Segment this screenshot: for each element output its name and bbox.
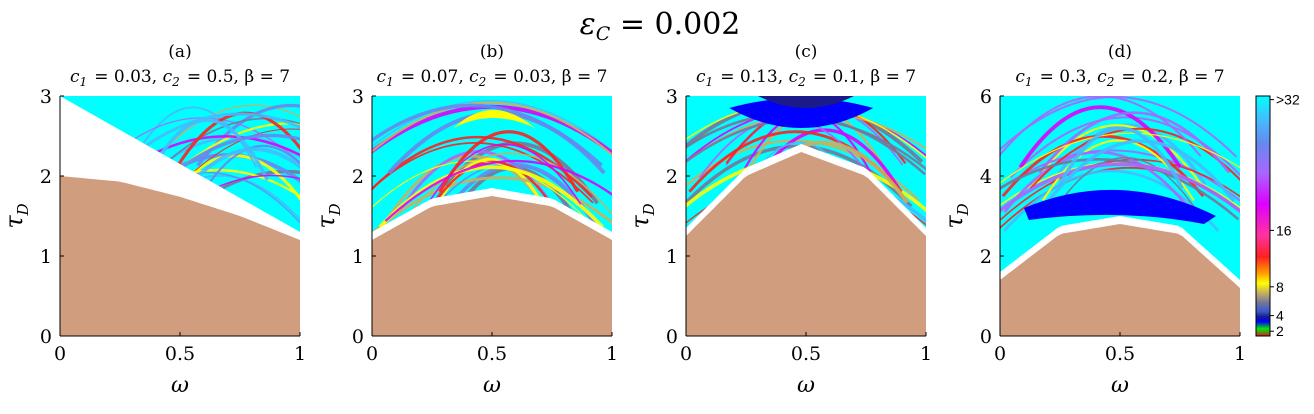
colorbar-tick-label: 16 (1276, 222, 1292, 238)
colorbar-gradient (1255, 95, 1271, 337)
heatmap-band (1000, 158, 1240, 221)
x-tick-label: 0.5 (791, 343, 821, 365)
panel-title: c1 = 0.03, c2 = 0.5, β = 7 (70, 67, 290, 89)
y-tick-label: 2 (40, 166, 52, 188)
x-tick-label: 1 (920, 343, 932, 365)
heatmap-band (175, 128, 300, 190)
panel-label: (c) (795, 42, 818, 62)
heatmap-blob (729, 98, 874, 128)
heatmap-band (1000, 162, 1240, 214)
x-axis-label: ω (797, 373, 815, 398)
x-axis-label: ω (483, 373, 501, 398)
heatmap-band (427, 157, 553, 221)
x-tick-label: 1 (294, 343, 306, 365)
colorbar-tick-label: >32 (1276, 92, 1300, 108)
panel-c: 0 0.5 1 0 1 2 3 ω τD (c) c1 = 0.13, c2 = 0.1, β = … (626, 42, 932, 398)
heatmap-band (1009, 116, 1240, 179)
heatmap-band (1031, 124, 1203, 186)
heatmap-band (372, 176, 612, 236)
colorbar: >32 16 8 42 (1255, 92, 1300, 339)
x-tick-label: 0.5 (1105, 343, 1135, 365)
y-tick-label: 0 (352, 326, 364, 348)
y-tick-label: 3 (666, 86, 678, 108)
heatmap-band (1000, 132, 1240, 185)
y-axis-label: τD (626, 203, 658, 228)
x-tick-label: 0.5 (165, 343, 195, 365)
y-tick-label: 1 (352, 246, 364, 268)
y-axis-label: τD (940, 203, 972, 228)
y-tick-label: 3 (352, 86, 364, 108)
stable-region (1000, 224, 1240, 336)
heatmap-area (1000, 96, 1240, 336)
x-tick-label: 0 (994, 343, 1006, 365)
panel-label: (b) (480, 42, 504, 62)
y-tick-label: 0 (980, 326, 992, 348)
x-axis-label: ω (171, 373, 189, 398)
y-tick-label: 2 (666, 166, 678, 188)
panel-b: 0 0.5 1 0 1 2 3 ω τD (b) c1 = 0.07, c2 = 0.03, β =… (312, 42, 618, 398)
heatmap-blob (758, 96, 854, 108)
x-tick-label: 0 (54, 343, 66, 365)
heatmap-band (372, 141, 594, 204)
heatmap-band (1003, 169, 1220, 232)
colorbar-tick-label: 8 (1276, 279, 1284, 295)
heatmap-band (372, 160, 589, 222)
heatmap-band (372, 101, 612, 157)
heatmap-blob (453, 110, 536, 128)
y-tick-label: 6 (980, 86, 992, 108)
panel-title: c1 = 0.07, c2 = 0.03, β = 7 (377, 67, 608, 89)
y-tick-label: 0 (666, 326, 678, 348)
stable-region (372, 196, 612, 336)
heatmap-band (384, 159, 612, 222)
heatmap-band (408, 152, 612, 214)
panel-d: 0 0.5 1 0 2 4 6 ω τD (d) c1 = 0.3, c2 = 0.2, β = 7 (940, 42, 1246, 398)
y-tick-label: 1 (666, 246, 678, 268)
panels: 0 0.5 1 0 1 2 3 ω τD (a) c1 = 0.03, c2 = 0.5, β = … (0, 42, 1246, 398)
x-tick-label: 1 (1234, 343, 1246, 365)
stable-region (686, 152, 926, 336)
figure-suptitle: εC = 0.002 (580, 7, 741, 45)
y-tick-label: 1 (40, 246, 52, 268)
y-axis-label: τD (312, 203, 344, 228)
heatmap-band (438, 130, 580, 193)
heatmap-band (372, 103, 603, 167)
heatmap-band (1048, 156, 1202, 219)
heatmap-band (1000, 96, 1238, 158)
colorbar-ticks: >32 16 8 42 (1270, 92, 1300, 339)
panel-title: c1 = 0.3, c2 = 0.2, β = 7 (1015, 67, 1224, 89)
colorbar-tick-label: 2 (1276, 323, 1284, 339)
heatmap-band (193, 144, 300, 207)
y-tick-label: 3 (40, 86, 52, 108)
heatmap-band (128, 106, 258, 168)
heatmap-blob (1024, 189, 1216, 224)
y-tick-label: 4 (980, 166, 992, 188)
y-tick-label: 0 (40, 326, 52, 348)
y-tick-label: 2 (980, 246, 992, 268)
heatmap-area (60, 96, 300, 336)
colorbar-tick-label: 4 (1276, 308, 1284, 324)
x-tick-label: 0 (680, 343, 692, 365)
heatmap-band (1047, 139, 1236, 203)
heatmap-band (1056, 126, 1184, 190)
heatmap-band (372, 100, 612, 152)
x-tick-label: 1 (606, 343, 618, 365)
panel-a: 0 0.5 1 0 1 2 3 ω τD (a) c1 = 0.03, c2 = 0.5, β = … (0, 42, 306, 398)
x-tick-label: 0 (366, 343, 378, 365)
panel-label: (a) (168, 42, 191, 62)
heatmap-area (372, 96, 612, 336)
panel-title: c1 = 0.13, c2 = 0.1, β = 7 (696, 67, 916, 89)
heatmap-band (1000, 158, 1240, 221)
x-axis-label: ω (1111, 373, 1129, 398)
y-axis-label: τD (0, 203, 32, 228)
stable-region (60, 176, 300, 336)
heatmap-band (1018, 105, 1182, 169)
heatmap-band (148, 104, 300, 166)
panel-label: (d) (1108, 42, 1132, 62)
x-tick-label: 0.5 (477, 343, 507, 365)
heatmap-area (686, 96, 926, 336)
y-tick-label: 2 (352, 166, 364, 188)
